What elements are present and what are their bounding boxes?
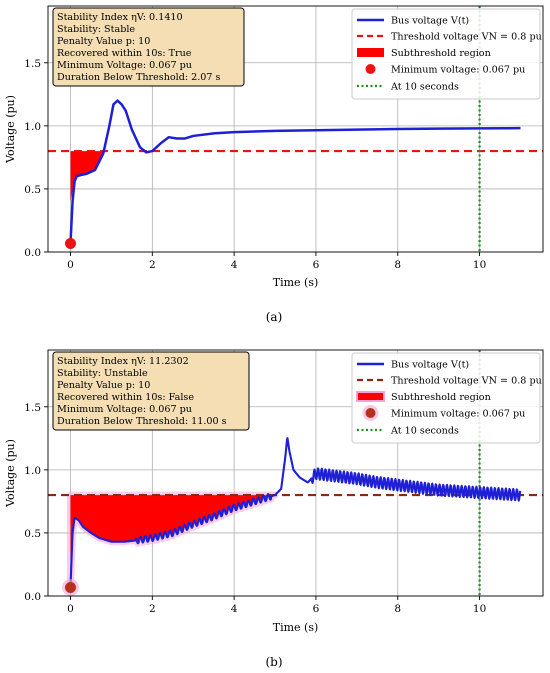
chart-b-legend-threshold-label: Threshold voltage VN = 0.8 pu [391, 376, 542, 387]
chart-b-legend-minimum-label: Minimum voltage: 0.067 pu [391, 409, 525, 420]
chart-b-caption: (b) [265, 655, 282, 669]
chart-a-ticks: 0 2 4 6 8 10 0.0 0.5 1.0 1.5 [24, 58, 486, 271]
chart-b-ticks: 0 2 4 6 8 10 0.0 0.5 1.0 1.5 [24, 402, 486, 615]
chart-b-legend-subthreshold-swatch [356, 391, 385, 402]
chart-a-info-box-bg [52, 7, 245, 87]
chart-b-info-box-bg [52, 351, 250, 431]
chart-a-legend: Bus voltage V(t) Threshold voltage VN = … [351, 8, 542, 100]
chart-b-x-tick-label: 8 [394, 603, 401, 615]
chart-a-x-tick-label: 2 [149, 259, 156, 271]
chart-b-x-tick-label: 6 [313, 603, 320, 615]
chart-b-ylabel: Voltage (pu) [4, 439, 17, 508]
chart-b-info-line: Duration Below Threshold: 11.00 s [57, 416, 227, 427]
chart-a-legend-minimum-swatch [365, 64, 376, 74]
chart-b-legend-at10-label: At 10 seconds [390, 426, 459, 437]
chart-b-legend-subthreshold-label: Subthreshold region [391, 392, 491, 403]
chart-b-plot-frame [47, 349, 544, 597]
chart-b-x-tick-label: 0 [67, 603, 74, 615]
chart-a-legend-threshold-label: Threshold voltage VN = 0.8 pu [391, 32, 542, 43]
chart-a-info-line: Stability: Stable [57, 24, 135, 35]
chart-b-legend-frame [351, 352, 541, 444]
chart-a-info-line: Penalty Value p: 10 [57, 36, 150, 47]
chart-b-x-tick-label: 4 [231, 603, 238, 615]
chart-b-xlabel: Time (s) [273, 621, 319, 634]
chart-a-legend-bus-label: Bus voltage V(t) [391, 16, 469, 27]
chart-b-info-line: Minimum Voltage: 0.067 pu [57, 404, 192, 415]
chart-b-info-box: Stability Index ηV: 11.2302 Stability: U… [52, 351, 250, 431]
chart-b-x-tick-label: 10 [473, 603, 486, 615]
chart-b-info-line: Recovered within 10s: False [57, 392, 194, 403]
chart-a-info-line: Stability Index ηV: 0.1410 [57, 12, 183, 23]
chart-b-y-tick-label: 0.5 [24, 528, 41, 540]
chart-b-x-tick-label: 2 [149, 603, 156, 615]
chart-a-info-line: Minimum Voltage: 0.067 pu [57, 60, 192, 71]
chart-a-x-tick-label: 4 [231, 259, 238, 271]
chart-a-x-tick-label: 6 [313, 259, 320, 271]
chart-a-ylabel: Voltage (pu) [4, 95, 17, 164]
chart-b-y-tick-label: 0.0 [24, 591, 41, 603]
chart-b-info-line: Stability Index ηV: 11.2302 [57, 356, 189, 367]
chart-b-y-tick-label: 1.5 [24, 402, 41, 414]
chart-b-subthreshold-region [70, 495, 275, 588]
chart-b-bus-voltage-line [69, 437, 522, 588]
chart-a-bus-voltage-line [69, 99, 521, 244]
chart-b: 0 2 4 6 8 10 0.0 0.5 1.0 1.5 Time (s) Voltage (pu… [4, 349, 544, 669]
chart-b-y-tick-label: 1.0 [24, 465, 41, 477]
chart-a-legend-at10-label: At 10 seconds [390, 82, 459, 93]
chart-a-subthreshold-region [70, 151, 104, 202]
chart-a-legend-frame [351, 8, 541, 100]
chart-a-plot-frame [47, 5, 544, 253]
chart-a-x-tick-label: 10 [473, 259, 486, 271]
chart-a-y-tick-label: 0.0 [24, 247, 41, 259]
chart-b-minimum-voltage-point [65, 582, 76, 594]
chart-a-marks [48, 6, 543, 252]
chart-a-info-line: Duration Below Threshold: 2.07 s [57, 72, 221, 83]
chart-a-legend-subthreshold-label: Subthreshold region [391, 48, 491, 59]
chart-b-legend: Bus voltage V(t) Threshold voltage VN = … [351, 352, 542, 444]
chart-a-x-tick-label: 8 [394, 259, 401, 271]
chart-a-x-tick-label: 0 [67, 259, 74, 271]
chart-a-legend-subthreshold-swatch [357, 48, 384, 57]
chart-a-y-tick-label: 1.5 [24, 58, 41, 70]
chart-a-legend-minimum-label: Minimum voltage: 0.067 pu [391, 65, 525, 76]
chart-b-legend-bus-label: Bus voltage V(t) [391, 360, 469, 371]
chart-a-minimum-voltage-point [65, 238, 76, 250]
chart-b-info-line: Penalty Value p: 10 [57, 380, 150, 391]
chart-a-y-tick-label: 0.5 [24, 184, 41, 196]
chart-a-y-tick-label: 1.0 [24, 121, 41, 133]
chart-b-legend-minimum-swatch [365, 408, 376, 418]
chart-a-caption: (a) [266, 310, 283, 324]
chart-a-info-line: Recovered within 10s: True [57, 48, 192, 59]
chart-a-info-box: Stability Index ηV: 0.1410 Stability: St… [52, 7, 245, 87]
chart-a-xlabel: Time (s) [273, 276, 319, 289]
chart-b-info-line: Stability: Unstable [57, 368, 148, 379]
chart-a: 0 2 4 6 8 10 0.0 0.5 1.0 1.5 Time (s) Voltage (pu… [4, 5, 544, 324]
